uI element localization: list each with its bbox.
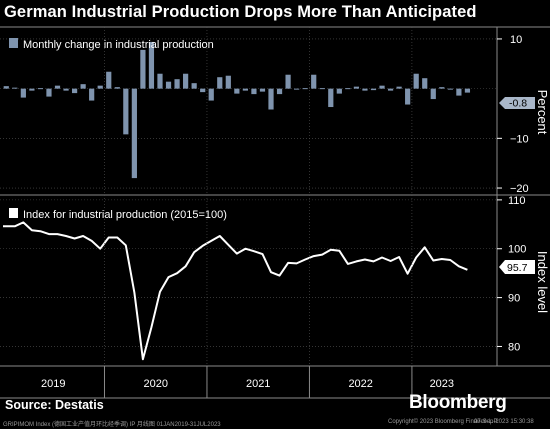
bar (225, 75, 231, 89)
bar (174, 79, 180, 89)
y-axis-title-top: Percent (535, 90, 550, 135)
x-axis: 2019 2020 2021 2022 2023 (41, 27, 454, 398)
bar (362, 88, 368, 91)
bar (456, 88, 462, 96)
fineprint-date: 07-Sep-2023 15:30:38 (474, 419, 534, 425)
bar (54, 85, 61, 89)
bar (157, 73, 163, 89)
bar (71, 88, 78, 94)
bar (97, 85, 103, 89)
index-line-series (3, 221, 468, 361)
bar (148, 41, 155, 89)
source-note: Source: Destatis (5, 398, 104, 412)
legend-swatch-bar (9, 38, 18, 48)
bar (379, 85, 385, 89)
bottom-panel-ticks: 110 100 90 80 (497, 195, 526, 353)
top-tick-label: 10 (510, 34, 522, 46)
bar (311, 74, 317, 89)
bottom-tick-label: 100 (508, 244, 526, 256)
bar (131, 88, 137, 179)
callout-label-bar: -0.8 (509, 98, 527, 110)
bar (242, 88, 248, 91)
bar (370, 88, 377, 91)
top-tick-label: −10 (510, 133, 529, 145)
bar (345, 88, 351, 90)
bar (183, 73, 189, 89)
bar (106, 71, 112, 89)
bar (208, 88, 214, 101)
bar (217, 77, 223, 89)
bar-last-value-callout: -0.8 (499, 97, 535, 110)
bar (191, 83, 197, 89)
bar (447, 88, 453, 90)
bar (387, 88, 394, 91)
bar (80, 84, 86, 89)
bar (251, 88, 257, 95)
bar (464, 88, 471, 93)
callout-label-line: 95.7 (507, 262, 528, 274)
bar (294, 88, 300, 90)
bar (37, 88, 44, 90)
year-label: 2021 (246, 378, 270, 390)
legend-swatch-line (9, 208, 18, 218)
bar (89, 88, 95, 101)
bar (422, 78, 428, 89)
bar (302, 88, 308, 90)
bar (3, 86, 9, 89)
bar (396, 86, 402, 89)
bar (200, 88, 206, 93)
year-label: 2022 (348, 378, 372, 390)
chart-title: German Industrial Production Drops More … (4, 3, 477, 21)
top-tick-label: −20 (510, 183, 529, 195)
y-axis-title-bottom: Index level (535, 251, 550, 313)
bar (405, 88, 411, 105)
legend-label-line: Index for industrial production (2015=10… (23, 209, 227, 221)
bar (276, 88, 283, 95)
bar (328, 88, 334, 108)
top-panel-grid (0, 38, 497, 189)
bar (285, 74, 291, 89)
bottom-panel-grid (0, 199, 497, 347)
bottom-tick-label: 110 (508, 195, 526, 207)
fineprint-left: GRIPIMOM Index (德国工业产值月环比经季调) IP 月线图 01J… (3, 422, 221, 428)
bar (46, 88, 52, 97)
bloomberg-logo: Bloomberg (409, 392, 507, 413)
bar (123, 88, 129, 135)
callout-shape-bar (499, 97, 535, 109)
bar (353, 86, 360, 89)
line-last-value-callout: 95.7 (499, 260, 535, 274)
bar (165, 81, 172, 89)
bottom-tick-label: 90 (508, 293, 520, 305)
bar (234, 88, 240, 94)
top-panel-ticks: 10 −10 −20 (497, 34, 529, 195)
callout-shape-line (499, 260, 535, 274)
year-label: 2023 (430, 378, 454, 390)
bar (439, 87, 445, 89)
fineprint-right: Copyright© 2023 Bloomberg Finance L.P. (388, 419, 499, 425)
year-label: 2020 (143, 378, 167, 390)
bar (20, 88, 26, 98)
bar (319, 88, 325, 90)
chart-frame (0, 26, 550, 399)
bottom-panel-legend: Index for industrial production (2015=10… (9, 208, 227, 221)
bar (140, 49, 146, 89)
bar (114, 87, 120, 89)
bar-series (3, 41, 471, 179)
bar (430, 88, 436, 100)
bar (413, 73, 419, 89)
bottom-tick-label: 80 (508, 341, 520, 353)
bar (29, 88, 35, 91)
bar (63, 88, 69, 91)
bar (268, 88, 274, 110)
bar (259, 88, 266, 92)
bar (12, 87, 18, 89)
year-label: 2019 (41, 378, 65, 390)
legend-label-bar: Monthly change in industrial production (23, 39, 214, 51)
top-panel-legend: Monthly change in industrial production (9, 38, 214, 51)
bar (336, 88, 342, 94)
